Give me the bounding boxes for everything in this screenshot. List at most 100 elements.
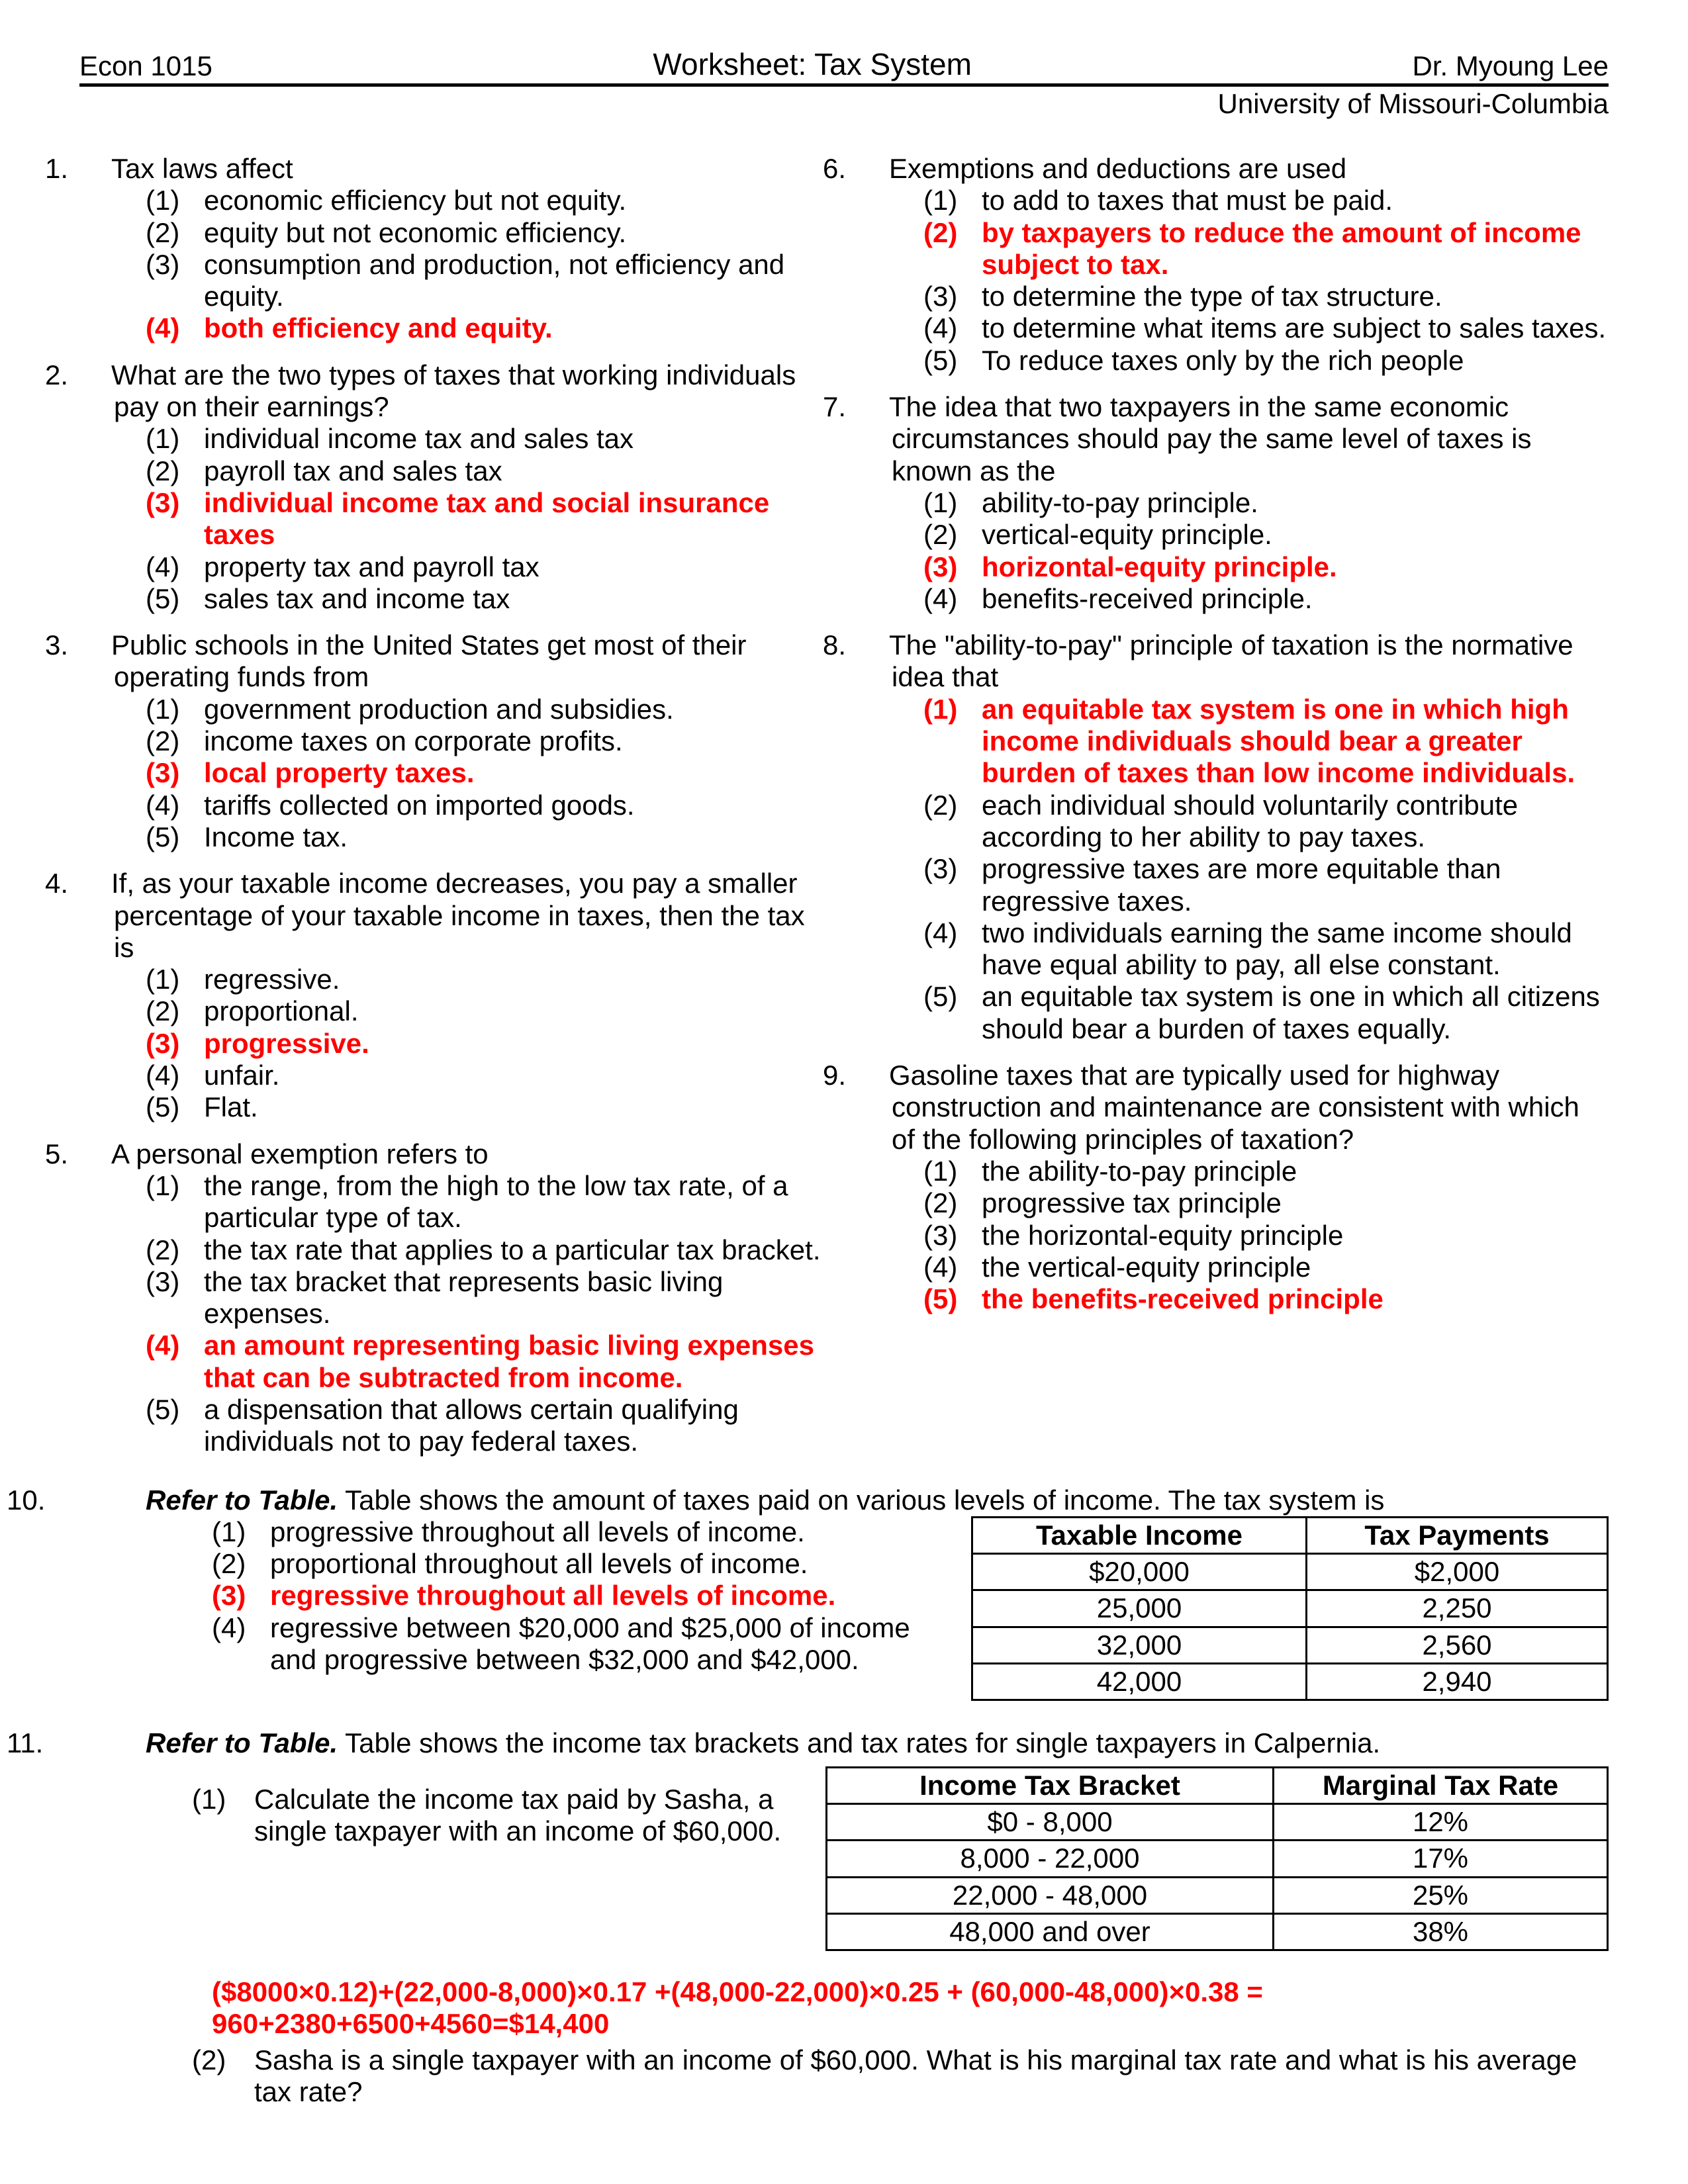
q7-o4: benefits-received principle. bbox=[982, 583, 1609, 615]
table-cell: 25,000 bbox=[972, 1590, 1307, 1627]
q5-o5: a dispensation that allows certain quali… bbox=[204, 1394, 831, 1458]
q6-o4: to determine what items are subject to s… bbox=[982, 312, 1609, 344]
q6-o5: To reduce taxes only by the rich people bbox=[982, 345, 1609, 377]
q7: 7.The idea that two taxpayers in the sam… bbox=[857, 391, 1609, 615]
table-cell: 2,940 bbox=[1307, 1664, 1608, 1700]
q9-o2: progressive tax principle bbox=[982, 1187, 1609, 1219]
table-cell: 2,250 bbox=[1307, 1590, 1608, 1627]
q8-o2: each individual should voluntarily contr… bbox=[982, 790, 1609, 854]
q11-th2: Marginal Tax Rate bbox=[1274, 1767, 1608, 1803]
q4-o4: unfair. bbox=[204, 1060, 831, 1091]
q2-o3: individual income tax and social insuran… bbox=[204, 487, 831, 551]
q1: 1.Tax laws affect (1)economic efficiency… bbox=[79, 153, 831, 345]
instructor: Dr. Myoung Lee bbox=[1412, 50, 1609, 82]
q11-stem-rest: Table shows the income tax brackets and … bbox=[338, 1727, 1380, 1758]
q3-o4: tariffs collected on imported goods. bbox=[204, 790, 831, 821]
q7-o3: horizontal-equity principle. bbox=[982, 551, 1609, 583]
q9-o3: the horizontal-equity principle bbox=[982, 1220, 1609, 1251]
table-cell: 42,000 bbox=[972, 1664, 1307, 1700]
q6-o3: to determine the type of tax structure. bbox=[982, 281, 1609, 312]
table-cell: 32,000 bbox=[972, 1627, 1307, 1663]
left-column: 1.Tax laws affect (1)economic efficiency… bbox=[79, 153, 831, 1473]
q2-o4: property tax and payroll tax bbox=[204, 551, 831, 583]
q3-o5: Income tax. bbox=[204, 821, 831, 853]
q3-o2: income taxes on corporate profits. bbox=[204, 725, 831, 757]
q11-th1: Income Tax Bracket bbox=[827, 1767, 1274, 1803]
q10-o4: regressive between $20,000 and $25,000 o… bbox=[270, 1612, 951, 1676]
table-cell: 2,560 bbox=[1307, 1627, 1608, 1663]
q5-o1: the range, from the high to the low tax … bbox=[204, 1170, 831, 1234]
q1-o3: consumption and production, not efficien… bbox=[204, 249, 831, 313]
q4-o1: regressive. bbox=[204, 964, 831, 995]
q1-o1: economic efficiency but not equity. bbox=[204, 185, 831, 216]
q6-o1: to add to taxes that must be paid. bbox=[982, 185, 1609, 216]
q6-stem: Exemptions and deductions are used bbox=[889, 153, 1346, 184]
q10-table: Taxable Income Tax Payments $20,000$2,00… bbox=[971, 1516, 1609, 1701]
q8-o1: an equitable tax system is one in which … bbox=[982, 694, 1609, 790]
table-cell: $2,000 bbox=[1307, 1554, 1608, 1590]
table-cell: 25% bbox=[1274, 1877, 1608, 1913]
q8-o5: an equitable tax system is one in which … bbox=[982, 981, 1609, 1045]
q7-o1: ability-to-pay principle. bbox=[982, 487, 1609, 519]
q4: 4.If, as your taxable income decreases, … bbox=[79, 868, 831, 1123]
q8-o3: progressive taxes are more equitable tha… bbox=[982, 853, 1609, 917]
q5-o3: the tax bracket that represents basic li… bbox=[204, 1266, 831, 1330]
q10-stem-rest: Table shows the amount of taxes paid on … bbox=[338, 1484, 1384, 1516]
q6: 6.Exemptions and deductions are used (1)… bbox=[857, 153, 1609, 377]
table-cell: 17% bbox=[1274, 1841, 1608, 1877]
question-columns: 1.Tax laws affect (1)economic efficiency… bbox=[79, 153, 1609, 1473]
q5-stem: A personal exemption refers to bbox=[111, 1138, 489, 1169]
q3-o3: local property taxes. bbox=[204, 757, 831, 789]
table-cell: 8,000 - 22,000 bbox=[827, 1841, 1274, 1877]
q11: 11. Refer to Table. Table shows the inco… bbox=[79, 1727, 1609, 2108]
q11-stem-prefix: Refer to Table. bbox=[146, 1727, 338, 1758]
q10: 10. Refer to Table. Table shows the amou… bbox=[79, 1484, 1609, 1702]
q4-o2: proportional. bbox=[204, 995, 831, 1027]
q9-stem: Gasoline taxes that are typically used f… bbox=[889, 1060, 1579, 1155]
q11-table: Income Tax Bracket Marginal Tax Rate $0 … bbox=[825, 1766, 1609, 1951]
table-cell: $0 - 8,000 bbox=[827, 1803, 1274, 1840]
q6-o2: by taxpayers to reduce the amount of inc… bbox=[982, 217, 1609, 281]
q2: 2.What are the two types of taxes that w… bbox=[79, 359, 831, 615]
q11-calculation: ($8000×0.12)+(22,000-8,000)×0.17 +(48,00… bbox=[212, 1976, 1609, 2040]
page-title: Worksheet: Tax System bbox=[212, 46, 1413, 82]
table-cell: $20,000 bbox=[972, 1554, 1307, 1590]
q3-stem: Public schools in the United States get … bbox=[111, 629, 747, 692]
q7-o2: vertical-equity principle. bbox=[982, 519, 1609, 551]
right-column: 6.Exemptions and deductions are used (1)… bbox=[857, 153, 1609, 1473]
q10-stem-prefix: Refer to Table. bbox=[146, 1484, 338, 1516]
q5-o2: the tax rate that applies to a particula… bbox=[204, 1234, 831, 1266]
q2-o2: payroll tax and sales tax bbox=[204, 455, 831, 487]
q1-stem: Tax laws affect bbox=[111, 153, 293, 184]
q3: 3.Public schools in the United States ge… bbox=[79, 629, 831, 853]
q10-o1: progressive throughout all levels of inc… bbox=[270, 1516, 951, 1548]
q5-o4: an amount representing basic living expe… bbox=[204, 1330, 831, 1394]
q9-o1: the ability-to-pay principle bbox=[982, 1156, 1609, 1187]
table-cell: 22,000 - 48,000 bbox=[827, 1877, 1274, 1913]
q9: 9.Gasoline taxes that are typically used… bbox=[857, 1060, 1609, 1315]
q9-o5: the benefits-received principle bbox=[982, 1283, 1609, 1315]
q1-o4: both efficiency and equity. bbox=[204, 312, 831, 344]
course-code: Econ 1015 bbox=[79, 50, 212, 82]
q4-stem: If, as your taxable income decreases, yo… bbox=[111, 868, 805, 963]
q10-o2: proportional throughout all levels of in… bbox=[270, 1548, 951, 1580]
page-header: Econ 1015 Worksheet: Tax System Dr. Myou… bbox=[79, 46, 1609, 87]
q10-th1: Taxable Income bbox=[972, 1517, 1307, 1553]
q3-o1: government production and subsidies. bbox=[204, 694, 831, 725]
q10-o3: regressive throughout all levels of inco… bbox=[270, 1580, 951, 1612]
table-cell: 48,000 and over bbox=[827, 1913, 1274, 1950]
q2-o1: individual income tax and sales tax bbox=[204, 423, 831, 455]
q11-part2: Sasha is a single taxpayer with an incom… bbox=[254, 2044, 1609, 2109]
q2-stem: What are the two types of taxes that wor… bbox=[111, 359, 796, 422]
q9-o4: the vertical-equity principle bbox=[982, 1251, 1609, 1283]
q10-th2: Tax Payments bbox=[1307, 1517, 1608, 1553]
q4-o3: progressive. bbox=[204, 1028, 831, 1060]
worksheet-page: Econ 1015 Worksheet: Tax System Dr. Myou… bbox=[0, 0, 1688, 2108]
institution: University of Missouri-Columbia bbox=[79, 88, 1609, 120]
q1-o2: equity but not economic efficiency. bbox=[204, 217, 831, 249]
q8: 8.The "ability-to-pay" principle of taxa… bbox=[857, 629, 1609, 1045]
q5: 5.A personal exemption refers to (1)the … bbox=[79, 1138, 831, 1458]
q4-o5: Flat. bbox=[204, 1091, 831, 1123]
table-cell: 12% bbox=[1274, 1803, 1608, 1840]
q2-o5: sales tax and income tax bbox=[204, 583, 831, 615]
